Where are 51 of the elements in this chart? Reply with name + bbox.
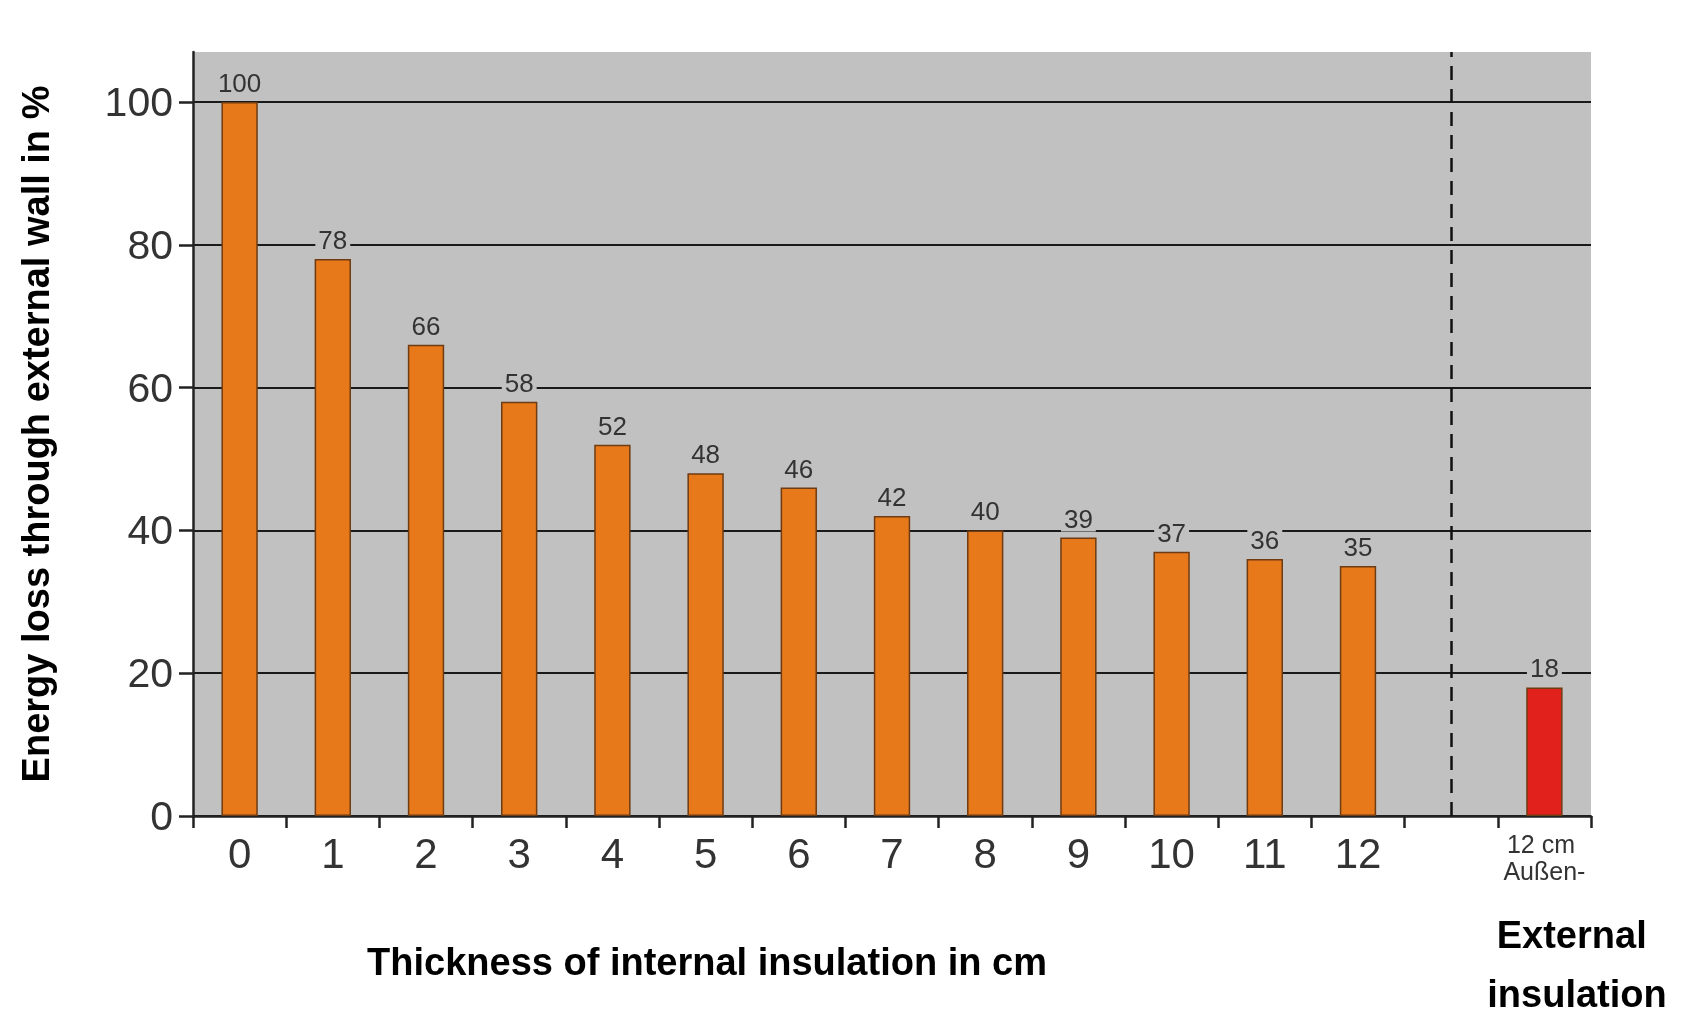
bar xyxy=(221,101,258,816)
y-tick-label: 60 xyxy=(127,364,173,411)
y-axis-title: Energy loss through external wall in % xyxy=(15,85,57,783)
data-label: 18 xyxy=(1529,653,1559,684)
bar xyxy=(687,473,724,816)
data-label: 52 xyxy=(597,410,627,441)
x-tick-label: 8 xyxy=(973,829,997,877)
y-tick-label: 80 xyxy=(127,221,173,268)
data-label: 48 xyxy=(691,439,721,470)
x-tick-label: 9 xyxy=(1066,829,1091,877)
bar xyxy=(873,516,911,816)
data-label: 35 xyxy=(1343,532,1373,563)
bar xyxy=(1246,558,1283,816)
y-tick-label: 20 xyxy=(127,650,173,697)
bar xyxy=(594,444,631,816)
data-label: 36 xyxy=(1250,524,1280,555)
x-tick-label: 10 xyxy=(1148,829,1195,877)
data-label: 78 xyxy=(318,225,348,256)
x-tick-label: 2 xyxy=(414,829,438,877)
x-tick-label: 5 xyxy=(693,829,718,877)
bar xyxy=(1060,537,1097,816)
y-tick-label: 100 xyxy=(104,78,173,125)
bar xyxy=(407,344,445,816)
x-tick-label: 0 xyxy=(227,829,252,877)
x-tick-label: 1 xyxy=(321,829,345,877)
x-tick-label: 7 xyxy=(880,829,904,877)
x-tick-label: 4 xyxy=(600,829,625,877)
x-tick-label: 3 xyxy=(507,829,531,877)
bar xyxy=(1526,687,1563,816)
bar xyxy=(780,487,817,816)
x-tick-label: 6 xyxy=(787,829,811,877)
bar xyxy=(1153,551,1190,816)
annotation: 12 cm Außen- xyxy=(1503,829,1586,885)
data-label: 46 xyxy=(784,453,814,484)
text: External insulation xyxy=(1487,913,1667,1014)
y-tick-label: 40 xyxy=(127,507,173,554)
data-label: 37 xyxy=(1157,517,1187,548)
bar xyxy=(501,401,538,816)
data-label: 58 xyxy=(504,367,534,398)
bar xyxy=(314,259,351,816)
bar xyxy=(1339,566,1377,816)
data-label: 100 xyxy=(217,67,262,98)
bar xyxy=(967,530,1004,816)
x-tick-label: 11 xyxy=(1243,829,1287,877)
data-label: 40 xyxy=(970,496,1000,527)
x-axis-title: Thickness of internal insulation in cm xyxy=(367,941,1047,983)
data-label: 42 xyxy=(877,482,907,513)
y-tick-label: 0 xyxy=(150,793,173,839)
data-label: 39 xyxy=(1063,503,1093,534)
data-label: 66 xyxy=(411,310,441,341)
x-tick-label: 12 xyxy=(1334,829,1382,877)
